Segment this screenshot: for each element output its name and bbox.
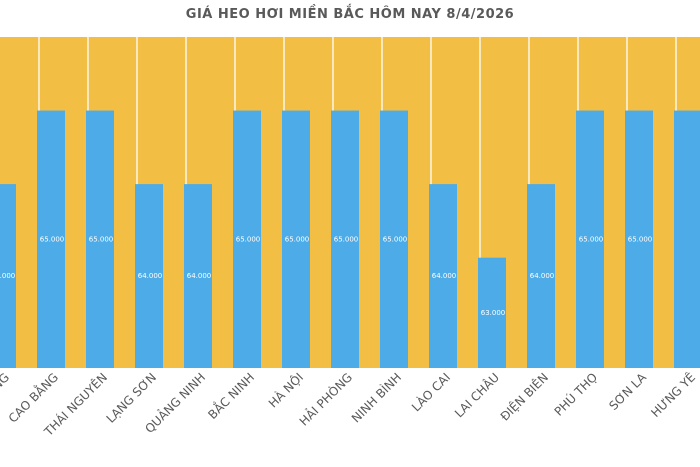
bar xyxy=(674,110,700,369)
bar-value-label: 64.000 xyxy=(530,272,555,280)
bar xyxy=(135,184,163,368)
x-tick-label: HƯNG YÊ xyxy=(648,370,698,420)
data-labels: 64.000 65.000 65.000 64.000 64.000 65.000 65.0… xyxy=(0,235,652,317)
bar-value-label: 65.000 xyxy=(334,235,359,243)
bar xyxy=(478,257,506,368)
x-tick-label: LÀO CAI xyxy=(408,370,453,415)
x-tick-label: HẢI PHÒNG xyxy=(295,369,355,429)
bar xyxy=(184,184,212,368)
x-tick-label: BẮC NINH xyxy=(204,369,257,422)
bar-value-label: 64.000 xyxy=(187,272,212,280)
bar xyxy=(429,184,457,368)
bar-value-label: 65.000 xyxy=(89,235,114,243)
bar xyxy=(625,110,653,369)
x-tick-label: ĐIỆN BIÊN xyxy=(497,370,551,424)
x-tick-label: NINH BÌNH xyxy=(348,370,404,426)
x-tick-label: HÀ NỘI xyxy=(265,370,306,411)
bar xyxy=(0,184,16,368)
bar xyxy=(282,110,310,369)
bar-value-label: 65.000 xyxy=(40,235,65,243)
bar-value-label: 65.000 xyxy=(285,235,310,243)
bar-value-label: 64.000 xyxy=(138,272,163,280)
bar-value-label: 65.000 xyxy=(579,235,604,243)
bar-value-label: 63.000 xyxy=(481,309,506,317)
bar-value-label: 65.000 xyxy=(628,235,653,243)
bar xyxy=(576,110,604,369)
bar xyxy=(527,184,555,368)
bars xyxy=(0,110,700,369)
bar xyxy=(86,110,114,369)
x-tick-label: QUANG xyxy=(0,370,12,412)
x-tick-label: SƠN LA xyxy=(606,370,649,413)
bar xyxy=(233,110,261,369)
bar-value-label: 64.000 xyxy=(0,272,15,280)
x-tick-label: LAI CHÂU xyxy=(451,370,502,421)
chart-title: GIÁ HEO HƠI MIỀN BẮC HÔM NAY 8/4/2026 xyxy=(185,7,515,22)
bar-value-label: 65.000 xyxy=(236,235,261,243)
bar-value-label: 64.000 xyxy=(432,272,457,280)
bar xyxy=(37,110,65,369)
bar-value-label: 65.000 xyxy=(383,235,408,243)
x-tick-label: PHÚ THỌ xyxy=(551,370,600,419)
bar xyxy=(331,110,359,369)
bar xyxy=(380,110,408,369)
